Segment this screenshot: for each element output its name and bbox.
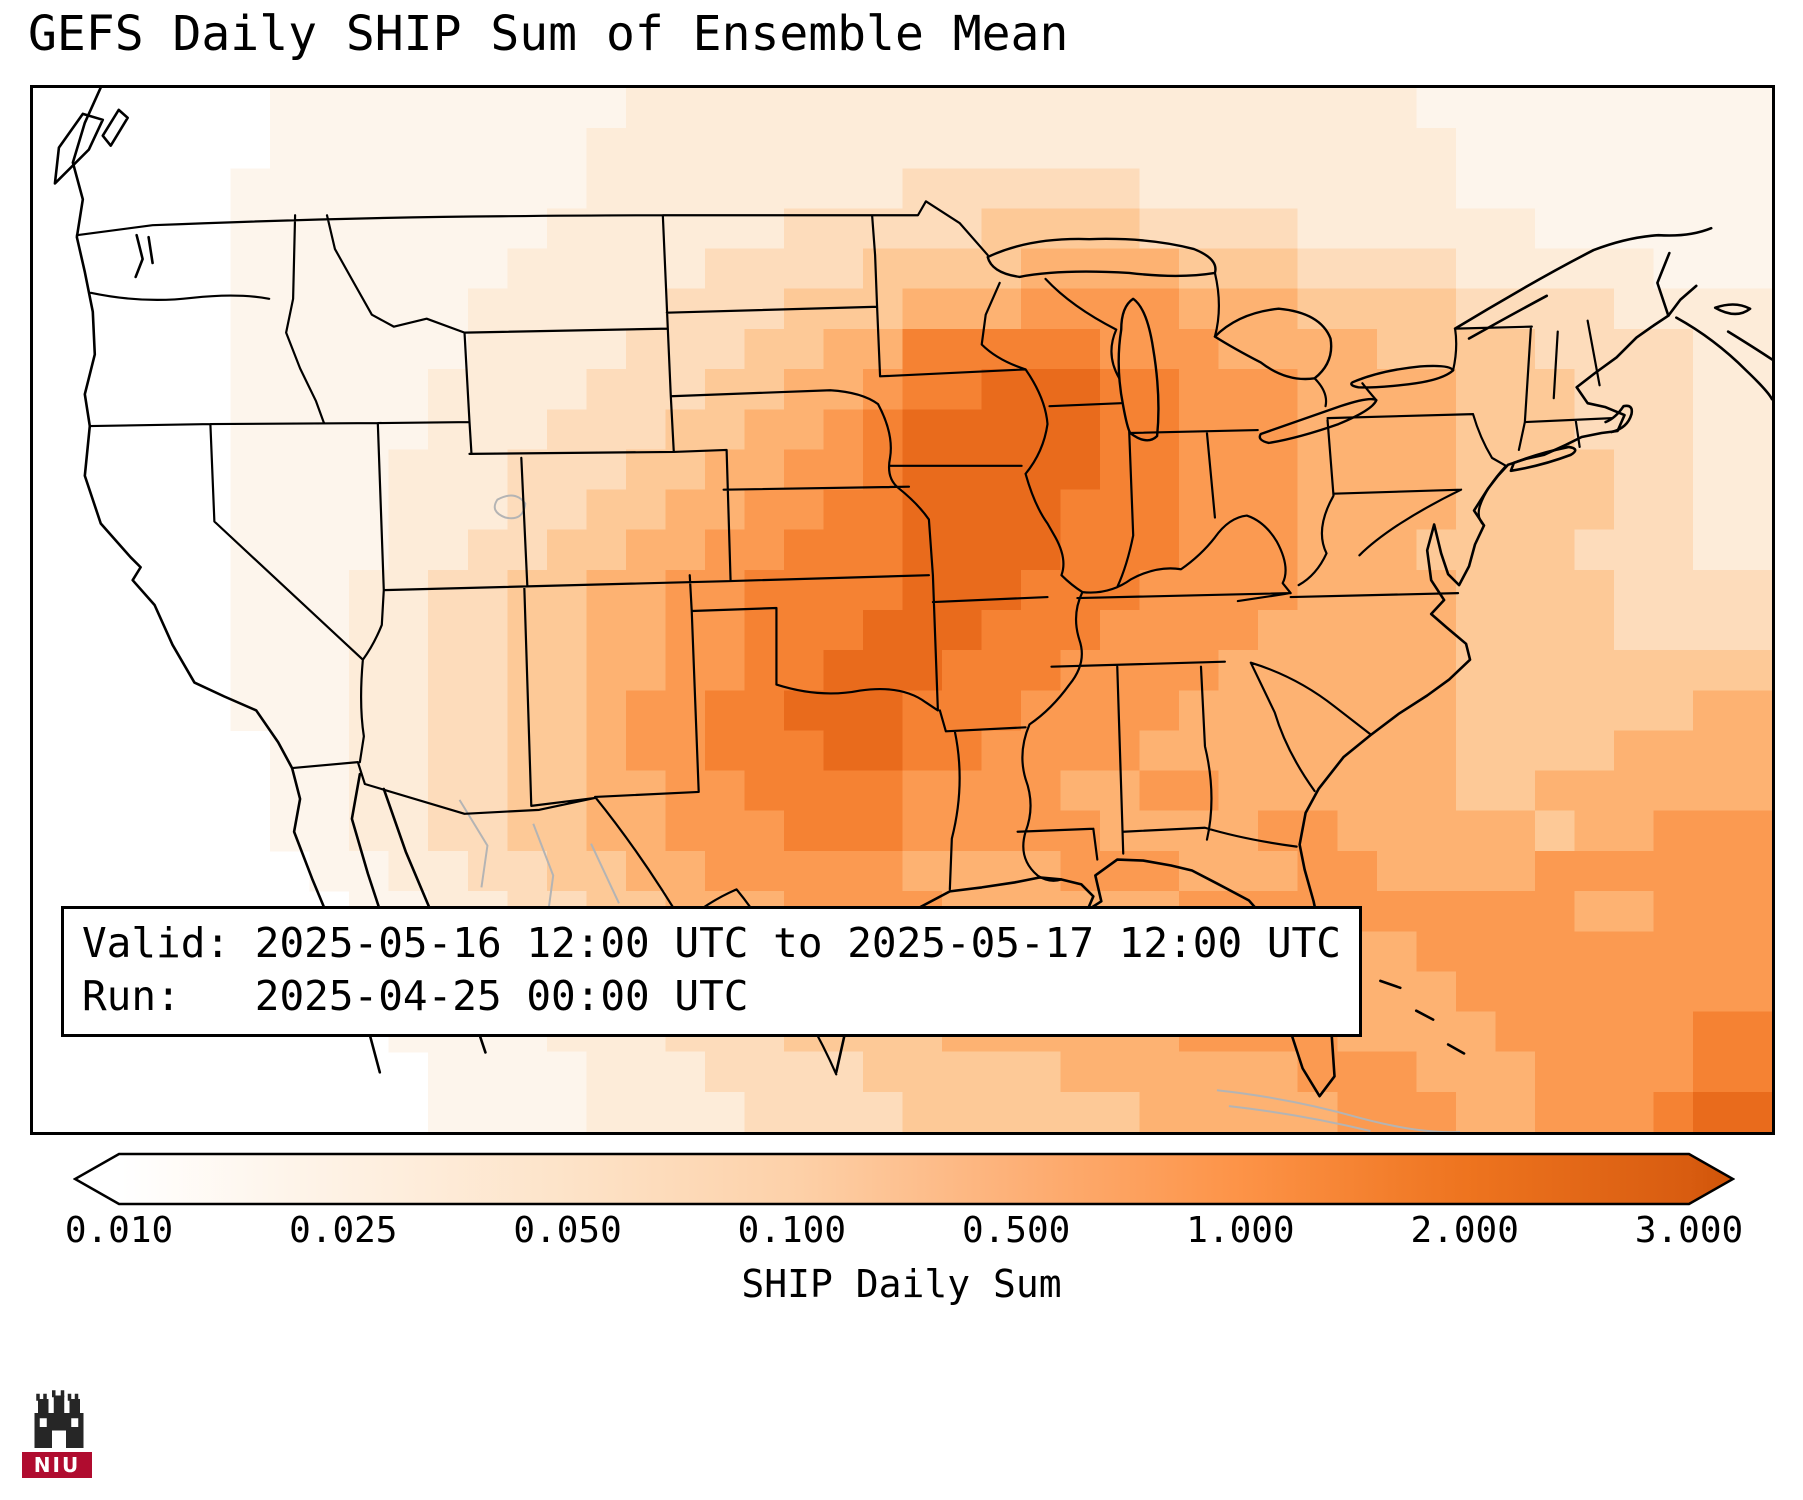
colorbar-gradient: [72, 1152, 1736, 1206]
state-borders: [75, 200, 1614, 1076]
heatmap-grid: [230, 88, 1772, 1132]
colorbar-tick-labels: 0.010 0.025 0.050 0.100 0.500 1.000 2.000 3.000: [0, 1210, 1803, 1260]
colorbar-tick-label: 0.025: [289, 1210, 398, 1251]
colorbar-tick-label: 0.050: [513, 1210, 622, 1251]
colorbar-tick-label: 0.500: [961, 1210, 1071, 1251]
info-box: Valid: 2025-05-16 12:00 UTC to 2025-05-1…: [61, 906, 1362, 1037]
niu-wordmark: NIU: [22, 1452, 92, 1478]
valid-time-text: Valid: 2025-05-16 12:00 UTC to 2025-05-1…: [82, 919, 1341, 967]
bahamas-islands: [1379, 979, 1466, 1055]
pacific-coastline: [71, 88, 382, 1074]
colorbar-tick-label: 2.000: [1410, 1210, 1519, 1251]
colorbar-tick-label: 0.010: [64, 1210, 174, 1251]
run-time-text: Run: 2025-04-25 00:00 UTC: [82, 972, 749, 1021]
canada-northeast-coast: [1453, 226, 1772, 401]
colorbar-tick-label: 3.000: [1634, 1210, 1744, 1251]
niu-castle-icon: [34, 1390, 84, 1448]
niu-logo: NIU: [22, 1384, 96, 1488]
colorbar-tick-label: 0.100: [737, 1210, 847, 1251]
map-canvas: [53, 88, 1772, 1132]
page-title: GEFS Daily SHIP Sum of Ensemble Mean: [28, 6, 1069, 62]
colorbar-tick-label: 1.000: [1186, 1210, 1295, 1251]
colorbar: [72, 1152, 1736, 1206]
gray-geography-lines: [458, 494, 1461, 1132]
colorbar-title: SHIP Daily Sum: [741, 1262, 1062, 1306]
northwest-islands: [53, 108, 154, 279]
map-figure: Valid: 2025-05-16 12:00 UTC to 2025-05-1…: [30, 85, 1775, 1135]
long-island-capecod: [1509, 404, 1634, 473]
